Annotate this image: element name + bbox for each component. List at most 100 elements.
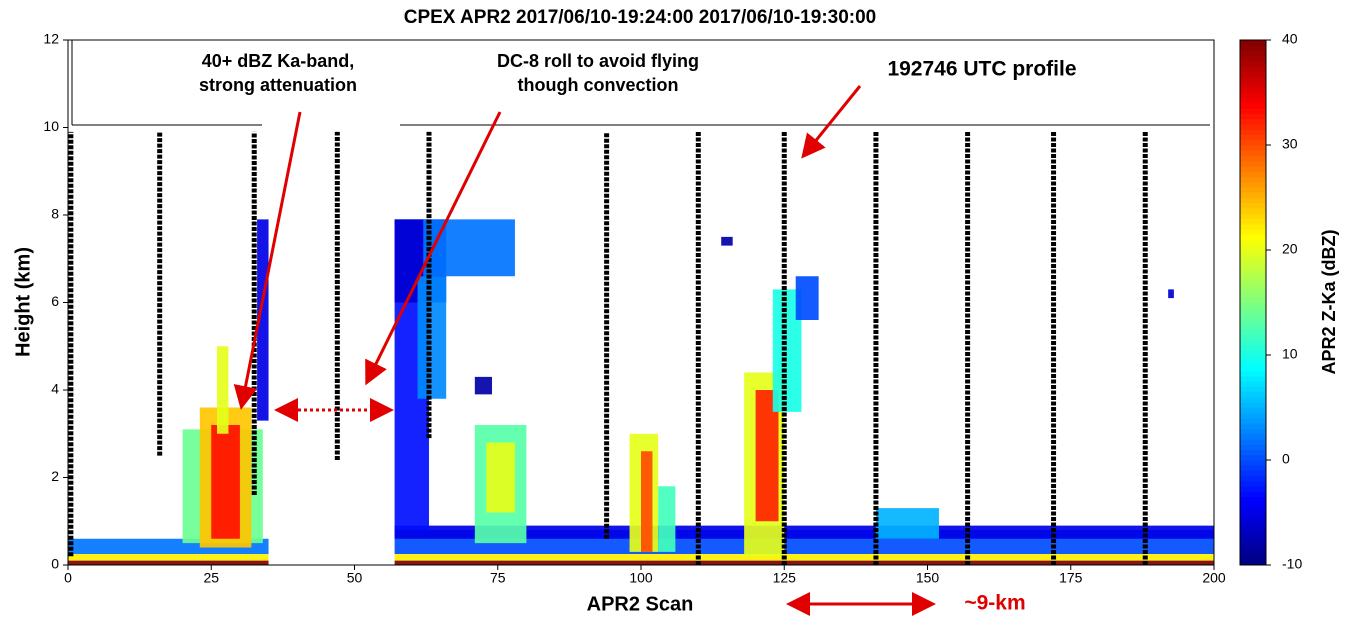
colorbar-step: [1240, 486, 1266, 492]
colorbar-step: [1240, 475, 1266, 482]
colorbar-step: [1240, 55, 1266, 62]
reflectivity-cell: [394, 560, 1214, 565]
colorbar-tick-label: 40: [1282, 31, 1298, 47]
colorbar-step: [1240, 502, 1266, 508]
colorbar-step: [1240, 376, 1266, 382]
y-axis-label: Height (km): [12, 247, 34, 357]
colorbar-step: [1240, 449, 1266, 456]
colorbar-step: [1240, 465, 1266, 471]
colorbar-step: [1240, 313, 1266, 319]
reflectivity-cell: [394, 525, 1214, 539]
reflectivity-cell: [216, 346, 229, 434]
x-tick-label: 50: [347, 570, 363, 586]
colorbar-step: [1240, 229, 1266, 235]
colorbar-step: [1240, 250, 1266, 256]
colorbar-step: [1240, 92, 1266, 99]
colorbar-step: [1240, 118, 1266, 125]
colorbar-step: [1240, 355, 1266, 361]
colorbar-step: [1240, 554, 1266, 561]
colorbar-step: [1240, 491, 1266, 498]
colorbar-step: [1240, 87, 1266, 93]
colorbar-step: [1240, 386, 1266, 393]
colorbar-step: [1240, 108, 1266, 114]
colorbar-step: [1240, 365, 1266, 372]
colorbar-step: [1240, 344, 1266, 351]
colorbar-step: [1240, 528, 1266, 534]
colorbar-step: [1240, 381, 1266, 387]
reflectivity-cell: [795, 276, 819, 320]
plot: [68, 131, 1214, 565]
colorbar-step: [1240, 197, 1266, 204]
colorbar-step: [1240, 397, 1266, 403]
colorbar-step: [1240, 176, 1266, 183]
annotation: ~9-km: [964, 592, 1025, 615]
reflectivity-cell: [423, 219, 515, 277]
x-tick-label: 150: [916, 570, 940, 586]
colorbar-step: [1240, 223, 1266, 230]
colorbar-step: [1240, 328, 1266, 335]
x-tick-label: 125: [773, 570, 797, 586]
colorbar-tick-label: 0: [1282, 451, 1290, 467]
colorbar-tick-label: 30: [1282, 136, 1298, 152]
arrows: [233, 85, 936, 616]
annotation: 192746 UTC profile: [887, 58, 1076, 81]
colorbar-step: [1240, 76, 1266, 83]
colorbar-step: [1240, 460, 1266, 466]
colorbar-step: [1240, 533, 1266, 540]
colorbar-step: [1240, 292, 1266, 298]
x-tick-label: 100: [629, 570, 653, 586]
reflectivity-cell: [474, 376, 493, 395]
colorbar-step: [1240, 323, 1266, 330]
x-axis-label: APR2 Scan: [587, 593, 694, 615]
colorbar-step: [1240, 549, 1266, 555]
colorbar-step: [1240, 433, 1266, 440]
colorbar-step: [1240, 40, 1266, 46]
colorbar-step: [1240, 302, 1266, 309]
colorbar-step: [1240, 208, 1266, 214]
x-tick-label: 175: [1059, 570, 1083, 586]
colorbar-step: [1240, 50, 1266, 57]
reflectivity-cell: [486, 442, 515, 513]
colorbar-step: [1240, 239, 1266, 246]
colorbar-step: [1240, 297, 1266, 303]
colorbar-step: [1240, 61, 1266, 67]
colorbar-step: [1240, 286, 1266, 293]
y-tick-label: 8: [51, 206, 59, 222]
reflectivity-cell: [721, 236, 733, 246]
colorbar-tick-label: -10: [1282, 556, 1302, 572]
colorbar-step: [1240, 160, 1266, 167]
colorbar-step: [1240, 307, 1266, 314]
reflectivity-cell: [417, 276, 447, 399]
reflectivity-cell: [658, 486, 676, 552]
y-tick-label: 10: [43, 118, 59, 134]
annotation: 40+ dBZ Ka-band, strong attenuation: [199, 51, 357, 95]
reflectivity-cell: [68, 560, 269, 565]
colorbar-step: [1240, 559, 1266, 566]
colorbar-step: [1240, 139, 1266, 146]
colorbar-step: [1240, 334, 1266, 340]
colorbar-step: [1240, 349, 1266, 356]
y-tick-label: 2: [51, 468, 59, 484]
colorbar-step: [1240, 265, 1266, 272]
colorbar-step: [1240, 234, 1266, 240]
colorbar-step: [1240, 181, 1266, 188]
colorbar-step: [1240, 538, 1266, 545]
colorbar-step: [1240, 512, 1266, 519]
colorbar-step: [1240, 66, 1266, 72]
colorbar-step: [1240, 423, 1266, 429]
y-tick-label: 4: [51, 381, 59, 397]
reflectivity-cell: [641, 451, 653, 552]
reflectivity-cell: [257, 219, 269, 421]
colorbar-step: [1240, 155, 1266, 162]
colorbar-step: [1240, 544, 1266, 550]
colorbar-step: [1240, 213, 1266, 219]
colorbar-step: [1240, 360, 1266, 366]
colorbar-step: [1240, 276, 1266, 282]
colorbar-step: [1240, 507, 1266, 513]
reflectivity-cell: [394, 554, 1214, 561]
arrow: [365, 111, 502, 386]
colorbar-frame: [1239, 39, 1267, 566]
y-tick-label: 0: [51, 556, 59, 572]
colorbar-step: [1240, 454, 1266, 461]
